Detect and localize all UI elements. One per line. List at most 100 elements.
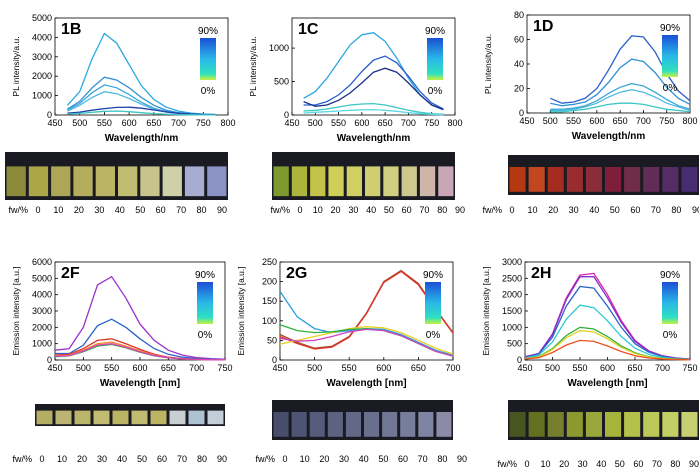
- y-tick-label: 250: [262, 257, 277, 267]
- fraction-label: 40: [117, 454, 127, 464]
- fraction-label: 20: [77, 454, 87, 464]
- legend-label: 90%: [198, 26, 218, 37]
- vial: [118, 166, 138, 197]
- vial: [36, 410, 53, 425]
- vial: [291, 166, 308, 197]
- x-tick-label: 500: [545, 363, 560, 373]
- y-tick-label: 40: [514, 59, 524, 69]
- fraction-label: 80: [197, 454, 207, 464]
- y-axis-label: PL intensity/a.u.: [483, 34, 493, 94]
- y-tick-label: 500: [274, 77, 289, 87]
- vial: [207, 166, 227, 197]
- vial: [273, 166, 289, 197]
- fraction-label: 10: [53, 205, 63, 215]
- fraction-label: 90: [455, 205, 465, 215]
- series-line: [67, 76, 216, 116]
- series-line: [303, 55, 444, 110]
- series-line: [550, 58, 691, 107]
- y-axis-label: Emission intensity [a.u.]: [11, 266, 21, 355]
- x-tick-label: 500: [76, 363, 91, 373]
- vial: [643, 167, 660, 192]
- photo-label: fw/%: [12, 454, 32, 464]
- vial: [327, 412, 343, 437]
- plot-frame: [279, 261, 454, 361]
- panel-title: 2F: [61, 265, 80, 282]
- x-tick-label: 800: [682, 116, 697, 126]
- x-tick-label: 550: [331, 118, 346, 128]
- y-tick-label: 5000: [32, 13, 52, 23]
- y-axis-label: Emission intensity [a.u.]: [481, 266, 491, 355]
- series-line: [303, 67, 444, 111]
- vial: [566, 167, 583, 192]
- photo-label: fw/%: [255, 454, 275, 464]
- x-axis-label: Wavelength [nm]: [567, 378, 647, 389]
- fraction-label: 60: [402, 205, 412, 215]
- vial: [55, 410, 72, 425]
- x-tick-label: 600: [589, 116, 604, 126]
- vial: [547, 167, 564, 192]
- y-tick-label: 1000: [502, 322, 522, 332]
- fraction-label: 10: [300, 454, 310, 464]
- vial: [624, 412, 641, 437]
- fraction-label: 10: [57, 454, 67, 464]
- x-tick-label: 450: [47, 118, 62, 128]
- fraction-label: 90: [689, 459, 699, 469]
- fraction-label: 80: [437, 454, 447, 464]
- vial: [162, 166, 182, 197]
- fraction-label: 0: [39, 454, 44, 464]
- fraction-label: 60: [156, 205, 166, 215]
- y-tick-label: 1500: [502, 306, 522, 316]
- vial: [6, 166, 26, 197]
- vial: [207, 410, 224, 425]
- y-tick-label: 4000: [32, 290, 52, 300]
- fraction-label: 40: [596, 459, 606, 469]
- y-tick-label: 6000: [32, 257, 52, 267]
- x-tick-label: 550: [97, 118, 112, 128]
- x-tick-label: 600: [376, 363, 391, 373]
- y-tick-label: 3000: [32, 52, 52, 62]
- vial: [547, 412, 564, 437]
- fraction-label: 70: [176, 205, 186, 215]
- vial: [436, 412, 452, 437]
- x-tick-label: 450: [519, 116, 534, 126]
- fraction-label: 20: [74, 205, 84, 215]
- series-line: [67, 106, 216, 116]
- y-tick-label: 80: [514, 10, 524, 20]
- legend-label: 0%: [201, 86, 216, 97]
- legend-gradient: [427, 38, 443, 80]
- fraction-label: 0: [524, 459, 529, 469]
- y-tick-label: 1000: [269, 43, 289, 53]
- y-tick-label: 1000: [32, 339, 52, 349]
- vial: [400, 412, 416, 437]
- legend-label: 90%: [425, 26, 445, 37]
- fraction-label: 40: [115, 205, 125, 215]
- y-tick-label: 60: [514, 35, 524, 45]
- x-tick-label: 500: [72, 118, 87, 128]
- legend-gradient: [200, 38, 216, 80]
- y-tick-label: 20: [514, 84, 524, 94]
- fraction-label: 90: [217, 205, 227, 215]
- vial: [681, 167, 698, 192]
- x-tick-label: 600: [354, 118, 369, 128]
- x-tick-label: 650: [378, 118, 393, 128]
- vial: [346, 166, 362, 197]
- fraction-label: 70: [418, 454, 428, 464]
- vial: [624, 167, 641, 192]
- fraction-label: 60: [398, 454, 408, 464]
- y-axis-label: PL intensity/a.u.: [248, 36, 258, 96]
- series-line: [303, 102, 444, 115]
- panel-title: 1B: [61, 21, 81, 38]
- x-tick-label: 650: [161, 363, 176, 373]
- fraction-label: 30: [97, 454, 107, 464]
- vial: [364, 412, 380, 437]
- legend-label: 90%: [423, 270, 443, 281]
- fraction-label: 70: [651, 205, 661, 215]
- legend-label: 90%: [660, 23, 680, 34]
- legend-label: 90%: [195, 270, 215, 281]
- vial: [419, 166, 436, 197]
- y-axis-label: Emission intensity [a.u.]: [236, 266, 246, 355]
- fraction-label: 80: [437, 205, 447, 215]
- y-tick-label: 0: [519, 108, 524, 118]
